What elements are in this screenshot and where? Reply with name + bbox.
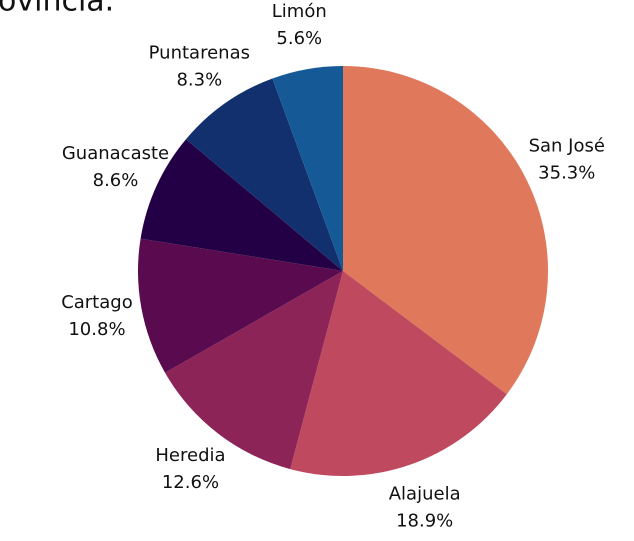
pie-slice: [140, 139, 343, 271]
pie-slice: [165, 271, 343, 470]
slice-value-label: 8.3%: [176, 69, 222, 90]
slice-label: San José: [529, 135, 605, 156]
pie-slice: [272, 66, 343, 271]
slice-label: Alajuela: [389, 483, 461, 504]
pie-slice: [185, 78, 343, 272]
pie-slice: [137, 238, 343, 373]
slice-label: Limón: [272, 1, 327, 22]
slice-value-label: 10.8%: [68, 319, 125, 340]
slice-value-label: 12.6%: [162, 472, 219, 493]
slice-value-label: 8.6%: [93, 170, 139, 191]
slice-label: Puntarenas: [149, 42, 250, 63]
slice-label: Guanacaste: [62, 143, 169, 164]
slice-label: Cartago: [61, 292, 133, 313]
pie-slice: [290, 271, 507, 476]
chart-title: ovincia.: [0, 0, 114, 19]
slice-label: Heredia: [155, 445, 225, 466]
slice-value-label: 18.9%: [396, 510, 453, 531]
slice-value-label: 35.3%: [538, 162, 595, 183]
slice-value-label: 5.6%: [276, 28, 322, 49]
pie-slice: [343, 66, 548, 395]
